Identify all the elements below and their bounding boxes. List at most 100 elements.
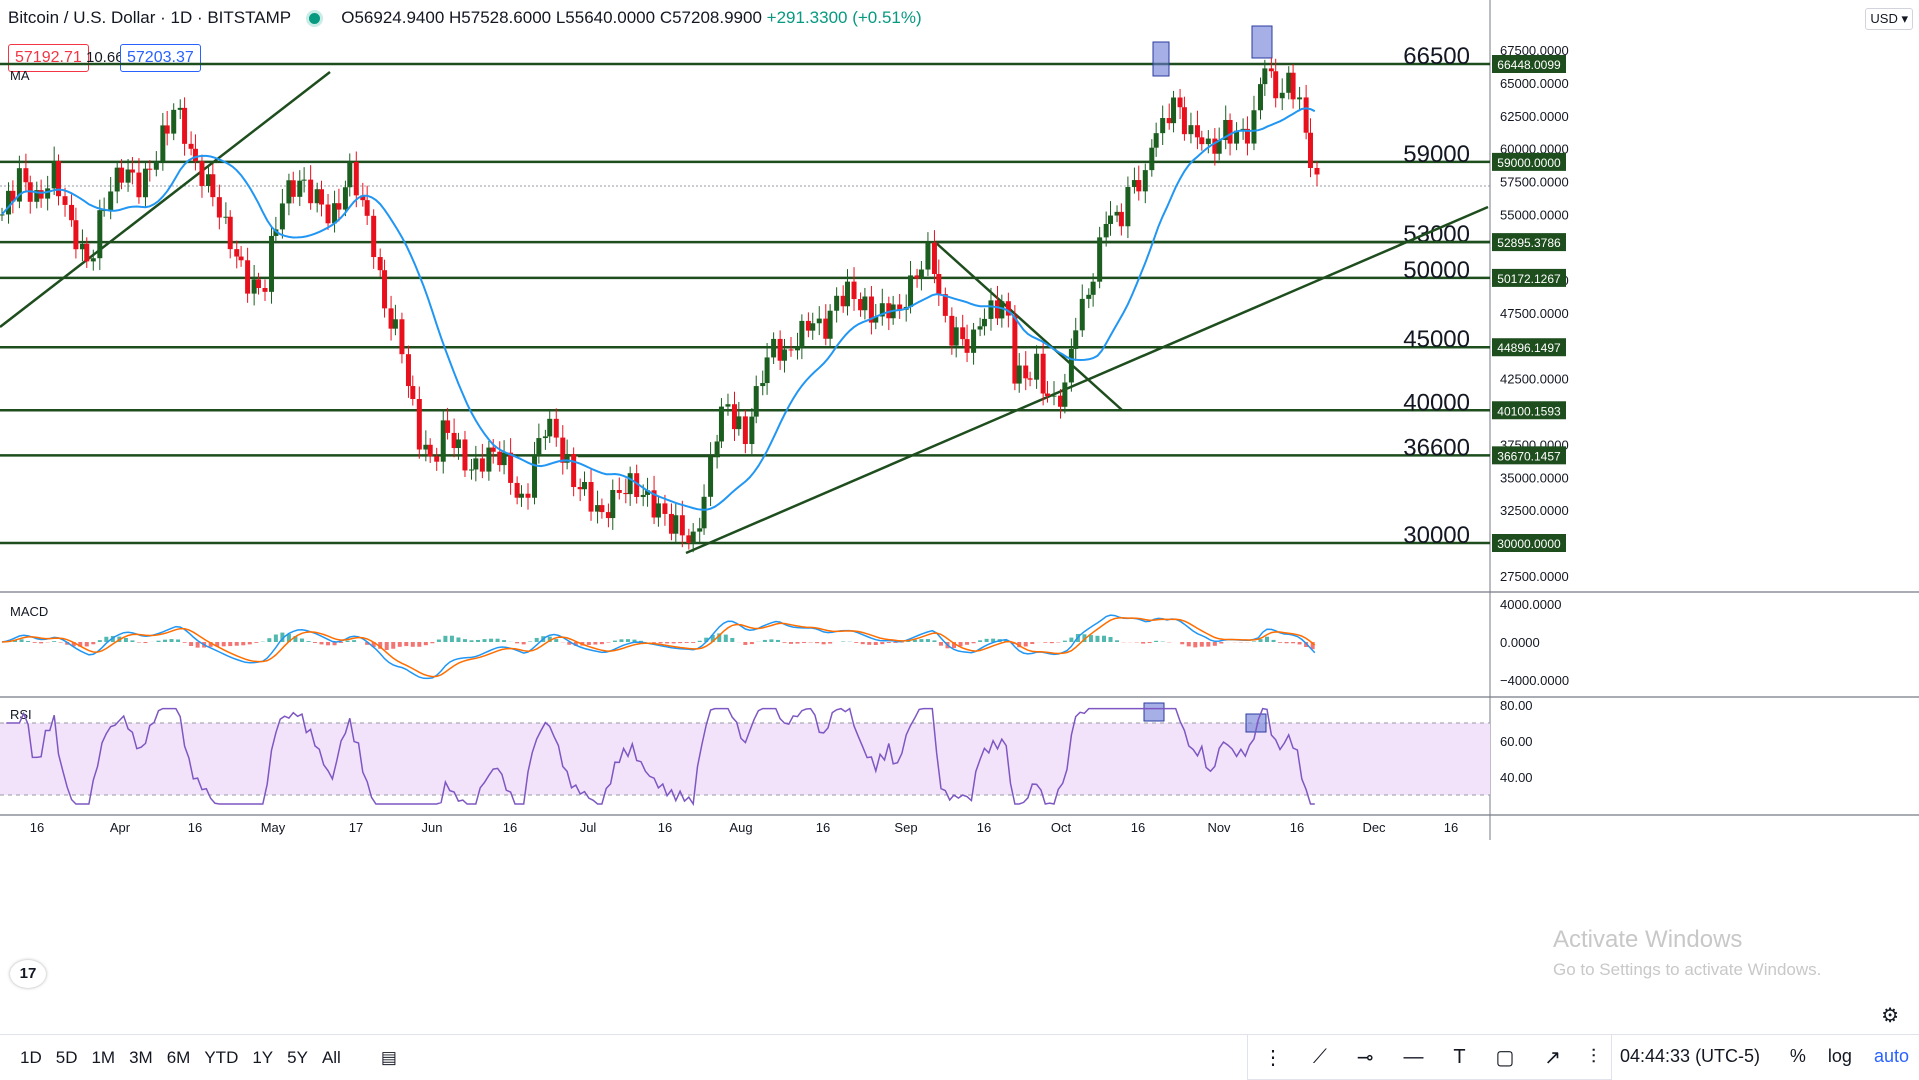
macd-histogram-bar	[978, 640, 982, 642]
percent-scale-button[interactable]: %	[1790, 1046, 1806, 1067]
arrow-tool-icon[interactable]: ↗	[1544, 1045, 1561, 1070]
candle-body	[252, 279, 257, 293]
candle-body	[719, 407, 724, 442]
macd-histogram-bar	[222, 642, 226, 646]
macd-histogram-bar	[763, 640, 767, 642]
candle-body	[971, 330, 976, 353]
candle-body	[130, 169, 135, 172]
timeframe-6m[interactable]: 6M	[167, 1048, 191, 1068]
macd-histogram-bar	[613, 641, 617, 642]
candle-body	[52, 161, 57, 188]
time-tick: 16	[503, 820, 517, 835]
timeframe-1d[interactable]: 1D	[20, 1048, 42, 1068]
highlight-box	[1252, 26, 1272, 58]
macd-histogram-bar	[659, 642, 663, 643]
candle-body	[754, 386, 759, 417]
candle-body	[858, 299, 863, 310]
candle-body	[656, 503, 661, 517]
level-label-40000: 40000	[1403, 389, 1470, 416]
macd-histogram-bar	[1043, 642, 1047, 643]
macd-histogram-bar	[1109, 637, 1113, 642]
calendar-icon[interactable]: ▤	[381, 1048, 397, 1068]
candle-body	[954, 327, 959, 345]
candle-body	[108, 191, 113, 210]
horizontal-line-icon[interactable]: —	[1403, 1046, 1423, 1069]
level-label-66500: 66500	[1403, 43, 1470, 70]
macd-histogram-bar	[430, 642, 434, 643]
macd-histogram-bar	[1180, 642, 1184, 644]
macd-histogram-bar	[1193, 642, 1197, 647]
trendline-tool-icon[interactable]: ⟋	[1313, 1046, 1327, 1069]
candle-body	[526, 494, 531, 498]
price-tick: 35000.0000	[1500, 470, 1569, 485]
timeframe-ytd[interactable]: YTD	[204, 1048, 238, 1068]
candle-body	[206, 174, 211, 186]
macd-histogram-bar	[1265, 637, 1269, 642]
level-tag-text: 40100.1593	[1497, 404, 1561, 418]
macd-histogram-bar	[1200, 642, 1204, 647]
candle-body	[789, 349, 794, 350]
time-tick: 16	[977, 820, 991, 835]
candle-body	[389, 308, 394, 328]
timeframe-1m[interactable]: 1M	[91, 1048, 115, 1068]
macd-histogram-bar	[678, 642, 682, 643]
macd-histogram-bar	[972, 642, 976, 643]
macd-histogram-bar	[593, 642, 597, 645]
clock[interactable]: 04:44:33 (UTC-5)	[1620, 1046, 1760, 1067]
macd-histogram-bar	[672, 642, 676, 643]
auto-scale-button[interactable]: auto	[1874, 1046, 1909, 1067]
timeframe-5d[interactable]: 5D	[56, 1048, 78, 1068]
macd-histogram-bar	[189, 642, 193, 646]
candle-body	[988, 300, 993, 319]
macd-histogram-bar	[411, 642, 415, 647]
candle-body	[286, 180, 291, 203]
candle-body	[1154, 133, 1159, 148]
macd-histogram-bar	[326, 642, 330, 645]
candle-body	[469, 469, 474, 470]
text-tool-icon[interactable]: T	[1453, 1046, 1465, 1069]
price-chart[interactable]: 6650059000530005000045000400003660030000…	[0, 0, 1919, 1034]
candle-body	[1086, 295, 1091, 299]
tradingview-logo: 17	[10, 960, 46, 988]
candle-body	[628, 473, 633, 494]
candle-body	[445, 420, 450, 433]
candle-body	[497, 452, 502, 465]
candle-body	[84, 244, 89, 262]
candle-body	[1286, 73, 1291, 93]
timeframe-1y[interactable]: 1Y	[252, 1048, 273, 1068]
candle-body	[428, 445, 433, 457]
timeframe-3m[interactable]: 3M	[129, 1048, 153, 1068]
drag-handle-icon[interactable]: ⋮	[1263, 1045, 1283, 1070]
horizontal-ray-icon[interactable]: ⊸	[1357, 1045, 1374, 1070]
candle-body	[406, 354, 411, 386]
macd-histogram-bar	[130, 640, 134, 642]
macd-histogram-bar	[515, 642, 519, 643]
macd-histogram-bar	[176, 639, 180, 642]
macd-histogram-bar	[1213, 642, 1217, 646]
timeframe-5y[interactable]: 5Y	[287, 1048, 308, 1068]
candle-body	[171, 110, 176, 134]
candle-body	[536, 438, 541, 454]
macd-histogram-bar	[456, 637, 460, 642]
timeframe-all[interactable]: All	[322, 1048, 341, 1068]
candle-body	[143, 169, 148, 198]
rectangle-tool-icon[interactable]: ▢	[1495, 1045, 1514, 1070]
macd-histogram-bar	[254, 642, 258, 643]
vertical-line-icon[interactable]: ⫶	[1591, 1046, 1596, 1069]
macd-histogram-bar	[802, 642, 806, 643]
gear-icon[interactable]: ⚙	[1881, 1003, 1899, 1028]
macd-histogram-bar	[1278, 642, 1282, 643]
level-tag-text: 50172.1267	[1497, 272, 1561, 286]
price-tick: 57500.0000	[1500, 175, 1569, 190]
candle-body	[1212, 139, 1217, 154]
candle-body	[1251, 110, 1256, 143]
candle-body	[799, 321, 804, 347]
time-tick: 16	[658, 820, 672, 835]
macd-histogram-bar	[919, 639, 923, 642]
candle-body	[582, 482, 587, 489]
macd-histogram-bar	[626, 639, 630, 642]
candle-body	[1258, 84, 1263, 110]
log-scale-button[interactable]: log	[1828, 1046, 1852, 1067]
candle-body	[378, 257, 383, 270]
